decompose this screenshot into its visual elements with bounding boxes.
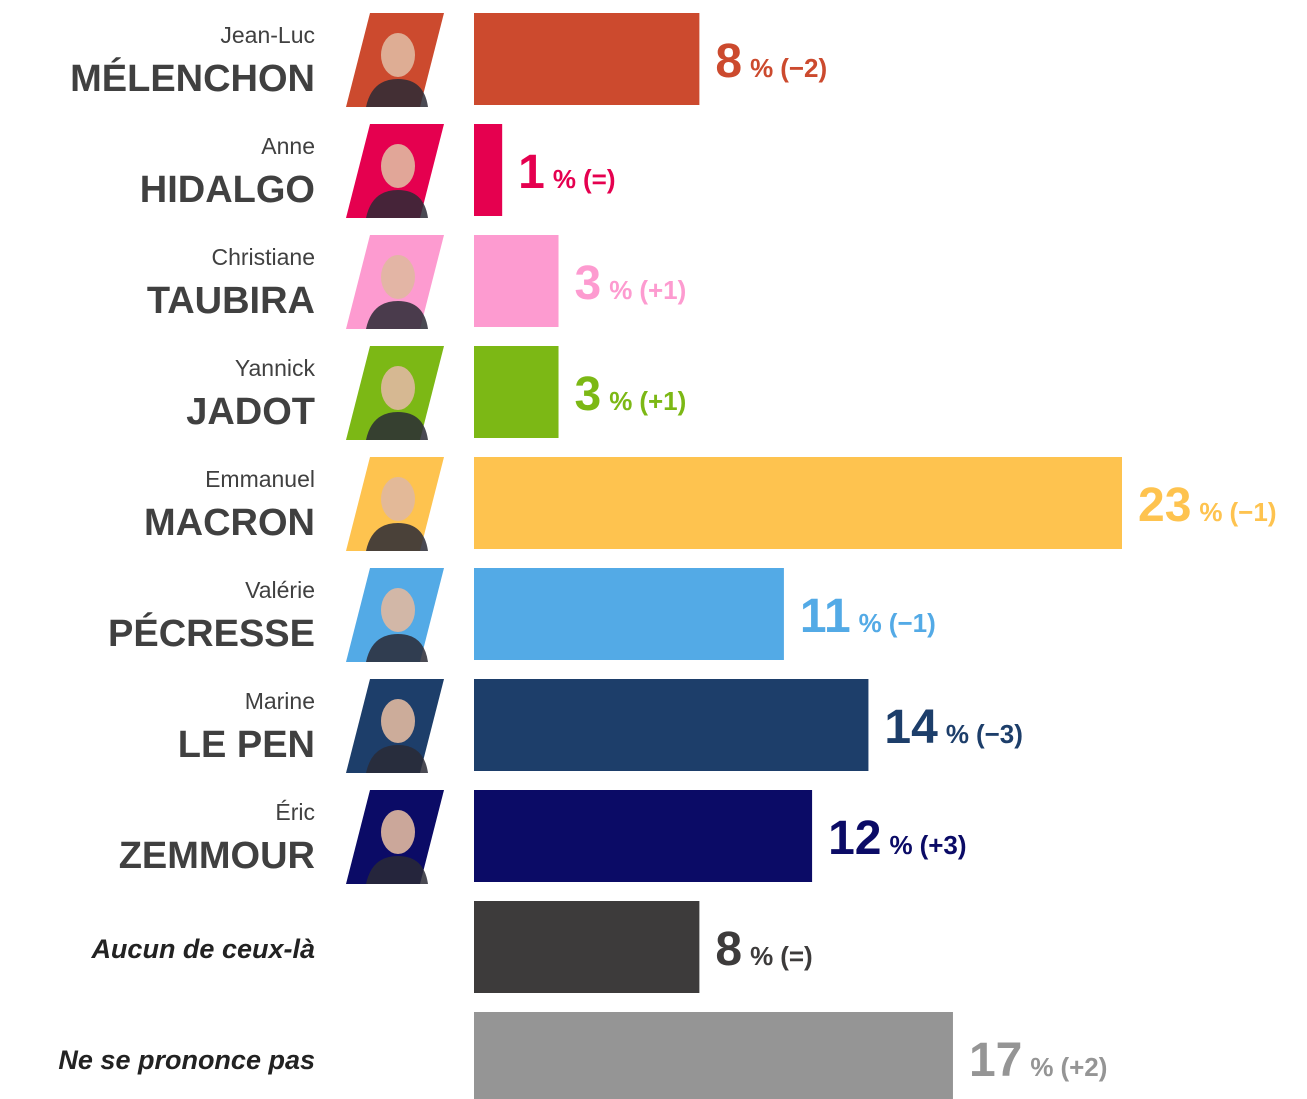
bar — [474, 346, 559, 438]
value-label: 3% (+1) — [575, 368, 687, 421]
bar — [474, 568, 784, 660]
value-unit: % — [1030, 1052, 1053, 1082]
photo-face — [381, 255, 415, 299]
photo-face — [381, 477, 415, 521]
photo-body — [366, 412, 428, 440]
last-name: JADOT — [186, 391, 315, 433]
value-number: 11 — [800, 590, 851, 643]
value-unit: % — [553, 164, 576, 194]
value-number: 1 — [518, 146, 545, 199]
first-name: Valérie — [245, 577, 315, 603]
bar — [474, 13, 700, 105]
photo-face — [381, 699, 415, 743]
value-change: (+2) — [1060, 1052, 1107, 1082]
bar — [474, 457, 1122, 549]
photo-body — [366, 745, 428, 773]
photo-face — [381, 33, 415, 77]
first-name: Marine — [245, 688, 315, 714]
value-unit: % — [946, 719, 969, 749]
value-number: 14 — [884, 701, 938, 754]
value-change: (+1) — [639, 275, 686, 305]
value-unit: % — [609, 386, 632, 416]
last-name: TAUBIRA — [147, 280, 315, 322]
category-label: Ne se prononce pas — [58, 1045, 315, 1075]
value-change: (−1) — [1230, 497, 1277, 527]
value-unit: % — [750, 941, 773, 971]
first-name: Yannick — [235, 355, 316, 381]
bar — [474, 901, 700, 993]
last-name: MACRON — [144, 502, 315, 544]
first-name: Éric — [275, 799, 315, 825]
first-name: Jean-Luc — [220, 22, 315, 48]
value-number: 3 — [575, 368, 602, 421]
photo-face — [381, 366, 415, 410]
value-label: 12% (+3) — [828, 812, 966, 865]
value-change: (−1) — [889, 608, 936, 638]
value-label: 8% (−2) — [715, 35, 827, 88]
bar — [474, 1012, 953, 1099]
bar — [474, 790, 813, 882]
value-change: (+1) — [639, 386, 686, 416]
bar — [474, 235, 559, 327]
value-number: 17 — [969, 1034, 1022, 1087]
value-change: (−3) — [976, 719, 1023, 749]
value-number: 3 — [575, 257, 602, 310]
value-unit: % — [1199, 497, 1222, 527]
value-label: 17% (+2) — [969, 1034, 1107, 1087]
value-number: 23 — [1138, 479, 1191, 532]
value-label: 11% (−1) — [800, 590, 936, 643]
last-name: ZEMMOUR — [119, 835, 315, 877]
value-change: (=) — [583, 164, 616, 194]
photo-body — [366, 301, 428, 329]
value-change: (−2) — [780, 53, 827, 83]
value-number: 8 — [715, 923, 742, 976]
bar — [474, 124, 503, 216]
value-label: 1% (=) — [518, 146, 615, 199]
value-number: 12 — [828, 812, 881, 865]
value-change: (=) — [780, 941, 813, 971]
last-name: HIDALGO — [140, 169, 315, 211]
photo-face — [381, 588, 415, 632]
value-label: 3% (+1) — [575, 257, 687, 310]
first-name: Christiane — [211, 244, 315, 270]
value-unit: % — [750, 53, 773, 83]
photo-body — [366, 634, 428, 662]
last-name: LE PEN — [178, 724, 315, 766]
first-name: Anne — [261, 133, 315, 159]
photo-body — [366, 856, 428, 884]
value-unit: % — [859, 608, 882, 638]
first-name: Emmanuel — [205, 466, 315, 492]
value-change: (+3) — [920, 830, 967, 860]
value-label: 23% (−1) — [1138, 479, 1276, 532]
photo-face — [381, 144, 415, 188]
value-unit: % — [609, 275, 632, 305]
value-label: 8% (=) — [715, 923, 812, 976]
photo-body — [366, 190, 428, 218]
photo-face — [381, 810, 415, 854]
last-name: MÉLENCHON — [70, 56, 315, 100]
photo-body — [366, 523, 428, 551]
value-number: 8 — [715, 35, 742, 88]
photo-body — [366, 79, 428, 107]
last-name: PÉCRESSE — [108, 611, 315, 655]
bar — [474, 679, 869, 771]
category-label: Aucun de ceux-là — [90, 934, 315, 964]
value-unit: % — [889, 830, 912, 860]
value-label: 14% (−3) — [884, 701, 1022, 754]
